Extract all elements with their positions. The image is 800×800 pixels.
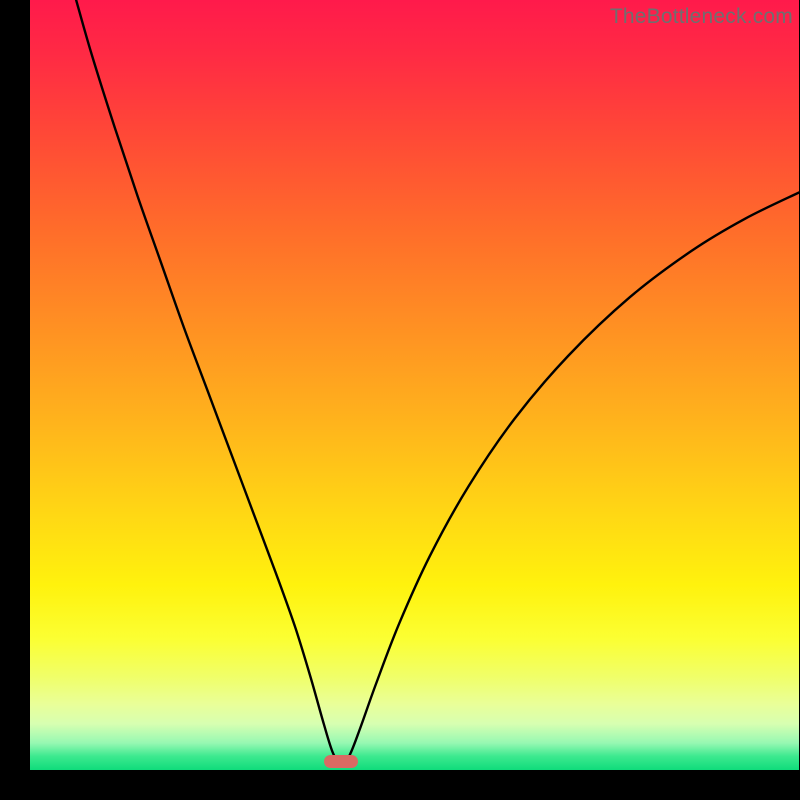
min-marker	[324, 755, 358, 768]
watermark-text: TheBottleneck.com	[610, 5, 793, 29]
plot-area: TheBottleneck.com	[30, 0, 799, 770]
bottleneck-curve	[30, 0, 799, 770]
